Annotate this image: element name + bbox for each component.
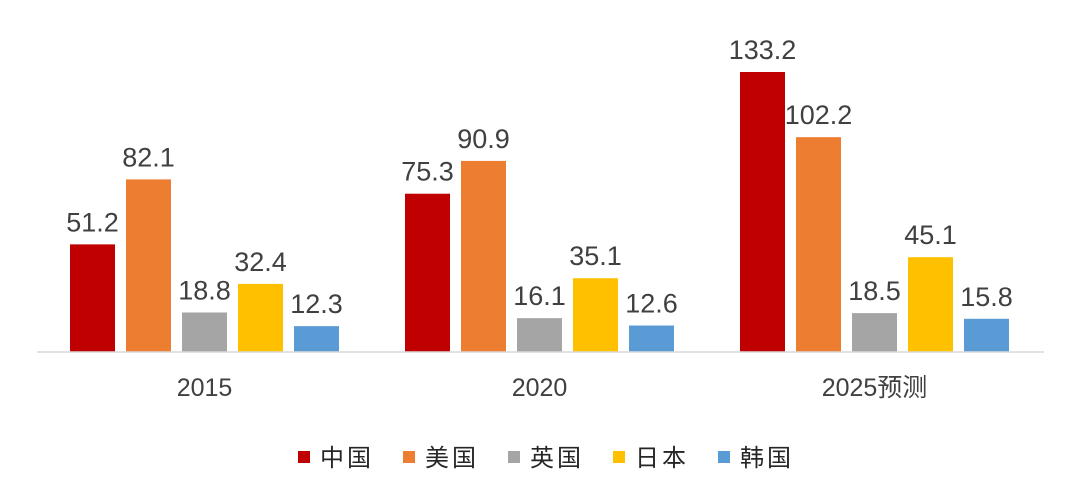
data-label: 32.4 bbox=[234, 247, 287, 277]
category-label: 2020 bbox=[512, 374, 568, 402]
legend: 中国 美国 英国 日本 韩国 bbox=[298, 444, 794, 472]
bar-2020-英国 bbox=[517, 318, 562, 352]
bar-2025预测-日本 bbox=[908, 257, 953, 352]
data-label: 45.1 bbox=[904, 220, 957, 250]
legend-label: 韩国 bbox=[740, 444, 794, 472]
bar-2015-美国 bbox=[126, 179, 171, 352]
data-label: 82.1 bbox=[122, 142, 175, 172]
data-label: 18.5 bbox=[848, 276, 901, 306]
legend-swatch bbox=[718, 451, 730, 463]
bar-2015-英国 bbox=[182, 312, 227, 352]
bar-2025预测-英国 bbox=[852, 313, 897, 352]
legend-swatch bbox=[508, 451, 520, 463]
legend-label: 英国 bbox=[530, 444, 584, 472]
data-label: 102.2 bbox=[785, 100, 853, 130]
data-label: 35.1 bbox=[569, 241, 622, 271]
category-label: 2025预测 bbox=[822, 374, 928, 402]
legend-swatch bbox=[298, 451, 310, 463]
bar-2020-中国 bbox=[405, 193, 450, 352]
data-label: 75.3 bbox=[401, 157, 454, 187]
data-label: 12.6 bbox=[625, 289, 678, 319]
data-label: 12.3 bbox=[290, 289, 343, 319]
bar-2020-美国 bbox=[461, 160, 506, 352]
data-label: 18.8 bbox=[178, 275, 231, 305]
bar-2025预测-韩国 bbox=[964, 318, 1009, 352]
bars-layer bbox=[70, 72, 1009, 352]
data-label: 133.2 bbox=[729, 35, 797, 65]
data-label: 15.8 bbox=[960, 282, 1013, 312]
legend-swatch bbox=[403, 451, 415, 463]
data-label: 51.2 bbox=[66, 207, 119, 237]
bar-2015-中国 bbox=[70, 244, 115, 352]
legend-label: 美国 bbox=[425, 444, 479, 472]
data-label: 90.9 bbox=[457, 124, 510, 154]
bar-2025预测-中国 bbox=[740, 72, 785, 352]
legend-label: 中国 bbox=[320, 444, 374, 472]
bar-2020-日本 bbox=[573, 278, 618, 352]
legend-swatch bbox=[613, 451, 625, 463]
category-label: 2015 bbox=[177, 374, 233, 402]
bar-2015-日本 bbox=[238, 283, 283, 352]
legend-label: 日本 bbox=[635, 444, 689, 472]
bar-2025预测-美国 bbox=[796, 137, 841, 352]
bar-2020-韩国 bbox=[629, 325, 674, 352]
data-label: 16.1 bbox=[513, 281, 566, 311]
data-labels-layer: 51.2 82.1 18.832.412.3 75.390.9 16.135.112.6… bbox=[66, 35, 1013, 319]
category-labels-layer: 2015 2020 2025预测 bbox=[177, 374, 928, 402]
bar-2015-韩国 bbox=[294, 326, 339, 352]
